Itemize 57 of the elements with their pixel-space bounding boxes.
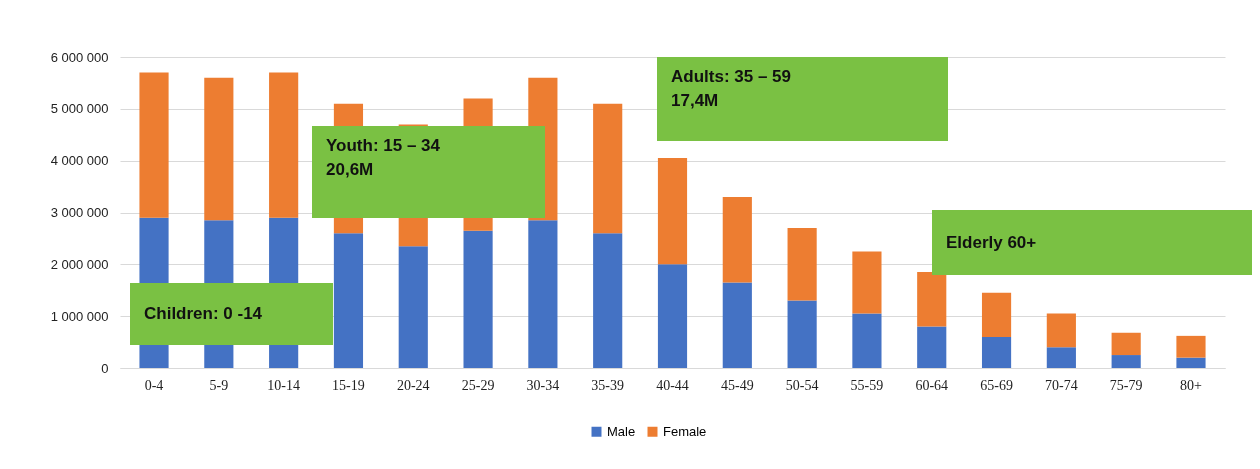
bar	[333, 233, 364, 368]
x-tick-label: 0-4	[144, 377, 164, 393]
bar	[917, 326, 947, 368]
y-tick-label: 0	[101, 360, 109, 376]
x-tick-label: 80+	[1180, 377, 1203, 393]
note-box: Elderly 60+	[932, 210, 1252, 275]
x-tick-label: 30-34	[526, 377, 560, 393]
y-tick-label: 5 000 000	[50, 101, 109, 117]
bar	[852, 251, 882, 314]
x-tick-label: 20-24	[396, 377, 430, 393]
y-tick-label: 2 000 000	[50, 256, 109, 272]
bar	[787, 228, 817, 301]
x-tick-label: 55-59	[850, 377, 884, 393]
bar	[139, 72, 169, 218]
x-tick-label: 40-44	[656, 377, 689, 393]
y-tick-label: 4 000 000	[50, 153, 109, 169]
x-tick-label: 75-79	[1109, 377, 1143, 393]
note-box: Adults: 35 – 59 17,4M	[657, 57, 948, 141]
x-tick-label: 50-54	[785, 377, 819, 393]
bar	[593, 103, 623, 234]
y-tick-label: 6 000 000	[50, 49, 109, 65]
bar	[852, 313, 882, 368]
x-tick-label: 15-19	[332, 377, 365, 393]
bar	[1046, 313, 1076, 348]
bar	[657, 158, 688, 265]
bar	[593, 233, 623, 368]
bar	[787, 300, 817, 368]
y-tick-label: 3 000 000	[50, 205, 109, 220]
bar	[657, 264, 688, 368]
y-tick-label: 1 000 000	[50, 308, 109, 324]
x-tick-label: 25-29	[461, 377, 495, 393]
bar	[1111, 355, 1141, 368]
note-box: Youth: 15 – 34 20,6M	[312, 126, 545, 218]
x-tick-label: 5-9	[209, 377, 229, 393]
bar	[1176, 357, 1206, 368]
bar	[204, 77, 234, 221]
x-tick-label: 65-69	[980, 377, 1013, 393]
x-tick-label: 35-39	[591, 377, 625, 393]
x-tick-label: 10-14	[267, 377, 300, 393]
bar	[722, 282, 752, 368]
bar	[981, 292, 1012, 337]
legend-label: Male	[607, 423, 636, 439]
bar	[1046, 347, 1076, 368]
x-tick-label: 60-64	[915, 377, 949, 393]
bar	[398, 246, 428, 368]
x-tick-label: 70-74	[1045, 377, 1078, 393]
note-box: Children: 0 -14	[130, 283, 333, 345]
bar	[463, 230, 493, 368]
bar	[981, 336, 1012, 368]
bar	[269, 72, 299, 218]
bar	[917, 272, 947, 327]
bar	[1111, 332, 1141, 356]
bar	[722, 196, 752, 283]
x-tick-label: 45-49	[720, 377, 754, 393]
bar	[528, 220, 558, 368]
bar	[1176, 335, 1206, 358]
legend-label: Female	[663, 423, 707, 439]
